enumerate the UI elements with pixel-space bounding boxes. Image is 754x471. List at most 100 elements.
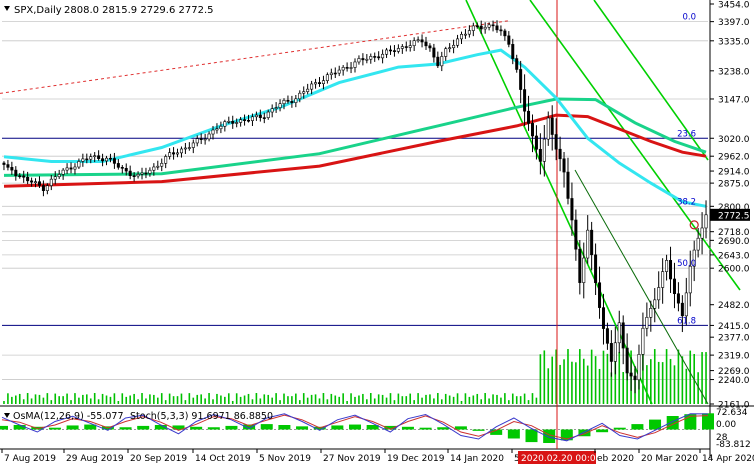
volume-bar [220,395,222,404]
candle-body [30,180,34,183]
volume-bar [452,396,455,404]
price-axis[interactable]: 3454.0 3397.0 3335.0 3238.0 3147.0 3020.0 2962… [710,1,751,451]
candle-body [495,25,499,31]
candle-body [318,82,322,84]
candle-body [41,185,45,191]
volume-bar [440,399,443,404]
fib-level-label: 61.8 [677,316,696,326]
volume-bar [3,401,5,404]
volume-bar [117,400,120,404]
y-tick-label: 3238.0 [718,67,750,77]
candle-body [381,53,385,59]
y-tick-label: 2415.0 [718,322,750,332]
candle-body [65,167,69,171]
candle-body [428,45,432,49]
candle-body [653,299,657,309]
x-tick-label: 19 Dec 2019 [387,454,445,464]
candle-body [542,138,546,162]
stoch-signal-line [1,414,709,440]
volume-bar [480,399,483,404]
volume-bar [78,397,80,404]
dotted-trend-line [0,20,509,94]
candle-body [6,164,10,168]
volume-bar [397,393,400,404]
collapse-triangle-icon[interactable] [4,6,10,11]
volume-bar [50,400,53,404]
volume-bar [200,394,202,404]
volume-bar [279,400,281,404]
volume-bar [362,393,364,404]
candle-body [235,122,239,124]
x-tick-label: 27 Nov 2019 [323,454,381,464]
volume-bar [314,394,317,404]
volume-bar [425,394,427,404]
volume-bar [393,400,396,404]
indicator-collapse-icon[interactable] [4,413,10,418]
candle-body [148,169,152,174]
osma-bar [260,424,273,430]
candle-body [337,69,341,74]
osma-bar [119,427,132,430]
osma-bar [631,424,644,430]
candle-body [452,44,456,49]
candle-body [554,134,558,150]
stoch-main-line [1,413,709,442]
candle-body [168,152,172,157]
y-tick-label: 3147.0 [718,95,750,105]
candle-body [365,58,369,61]
candle-body [160,162,164,167]
candle-body [341,67,345,71]
candle-body [527,110,531,124]
volume-bar [531,393,534,404]
candle-body [605,328,609,344]
volume-bar [18,393,21,404]
candle-body [388,49,392,52]
volume-bar [58,396,60,404]
volume-bar [283,393,285,404]
ma-red-line [3,113,707,188]
candle-body [416,39,420,42]
volume-bar [149,394,151,404]
candle-body [93,155,97,158]
volume-bar [369,393,372,404]
candle-body [661,271,665,288]
volume-bar [590,349,593,404]
volume-bar [243,395,246,404]
candle-body [538,148,542,162]
volume-bar [413,400,415,404]
chart-header: SPX,Daily 2808.0 2815.9 2729.6 2772.5 [4,5,214,16]
volume-bar [267,394,270,404]
volume-bar [224,396,226,404]
candle-body [183,147,187,150]
candle-body [97,155,101,159]
symbol-label: SPX,Daily [14,5,62,16]
candle-body [357,58,361,63]
candle-body [172,152,176,155]
candle-body [511,44,515,59]
candle-body [247,119,251,122]
volume-bar [231,400,234,404]
moving-averages [3,48,707,208]
candle-body [645,316,649,329]
candle-body [73,166,77,170]
volume-bar [681,356,684,404]
volume-bar [610,372,613,404]
volume-bar [125,396,128,404]
volume-bar [184,400,187,404]
trend-lines[interactable] [0,0,741,449]
volume-bar [322,393,325,404]
volume-bar [70,400,72,404]
candle-body [266,111,270,118]
candle-body [207,133,211,140]
volume-bar [366,399,368,404]
volume-bar [492,394,494,404]
time-axis[interactable]: 7 Aug 2019 29 Aug 2019 20 Sep 2019 14 Oct 2… [1,449,754,464]
candle-body [37,181,41,186]
volume-bar [650,359,652,404]
volume-bar [496,394,498,404]
osma-bar [0,425,8,430]
volume-bar [275,393,277,404]
volume-bar [287,396,289,404]
candle-body [199,138,203,140]
